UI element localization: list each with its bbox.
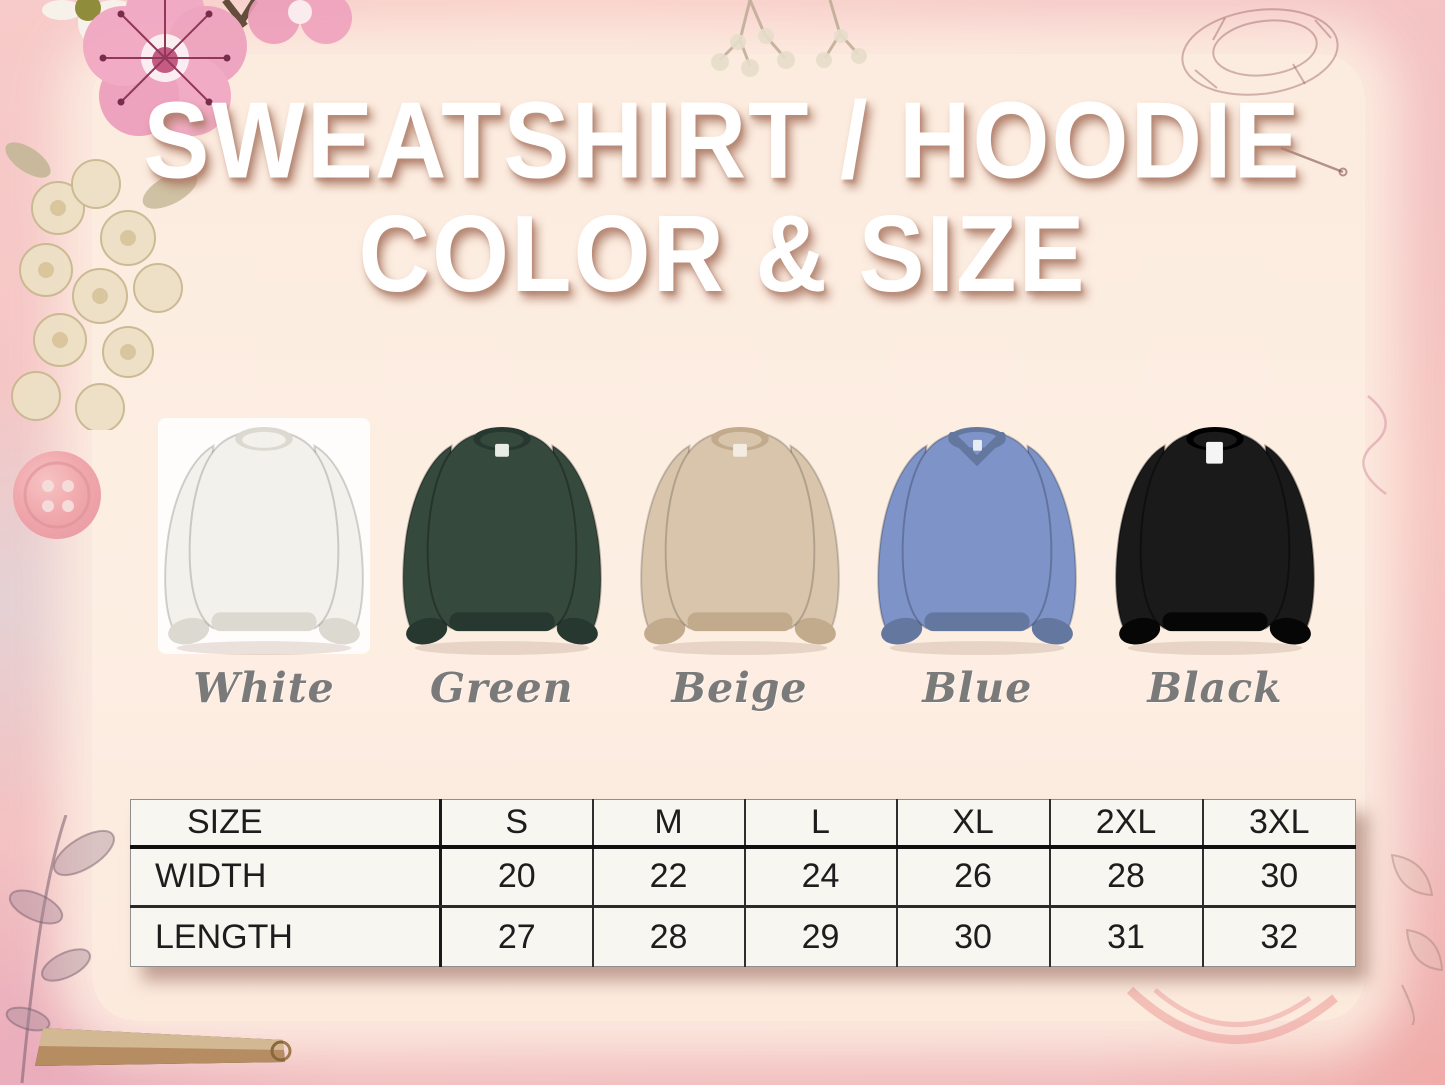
title-line-1: SWEATSHIRT / HOODIE xyxy=(143,78,1302,201)
width-l: 24 xyxy=(743,846,897,908)
color-label-green: Green xyxy=(429,664,574,712)
neck-tag xyxy=(1206,441,1223,464)
product-green: Green xyxy=(388,412,616,712)
page-title: SWEATSHIRT / HOODIE COLOR & SIZE xyxy=(0,78,1445,314)
blue-sweatshirt-image xyxy=(877,426,1078,655)
neck-tag xyxy=(973,439,983,451)
product-blue: Blue xyxy=(863,412,1091,712)
header-s: S xyxy=(439,799,593,849)
length-m: 28 xyxy=(591,906,745,967)
black-sweatshirt-image xyxy=(1115,426,1315,655)
neck-tag xyxy=(494,443,509,457)
width-2xl: 28 xyxy=(1048,846,1203,908)
length-row: LENGTH 27 28 29 30 31 32 xyxy=(131,906,1356,967)
neck-tag xyxy=(732,443,747,457)
color-options-row: White Green xyxy=(150,412,1329,712)
title-line-2: COLOR & SIZE xyxy=(358,191,1087,314)
size-chart-header-row: SIZE S M L XL 2XL 3XL xyxy=(130,799,1356,849)
length-2xl: 31 xyxy=(1048,906,1203,967)
header-l: L xyxy=(743,799,897,849)
width-m: 22 xyxy=(591,846,745,908)
beige-sweatshirt-image xyxy=(639,426,840,655)
header-2xl: 2XL xyxy=(1048,799,1203,849)
white-sweatshirt-image xyxy=(157,418,371,655)
header-3xl: 3XL xyxy=(1201,799,1356,849)
row-label-width: WIDTH xyxy=(130,846,441,908)
v-neck-band xyxy=(948,431,1006,467)
color-label-blue: Blue xyxy=(922,664,1033,712)
length-xl: 30 xyxy=(895,906,1050,967)
header-xl: XL xyxy=(895,799,1050,849)
size-chart-table: SIZE S M L XL 2XL 3XL WIDTH 20 22 24 26 … xyxy=(130,799,1356,967)
width-xl: 26 xyxy=(895,846,1050,908)
header-m: M xyxy=(591,799,745,849)
color-label-white: White xyxy=(193,664,335,712)
length-s: 27 xyxy=(439,906,593,967)
color-label-black: Black xyxy=(1147,664,1283,712)
product-white: White xyxy=(150,412,378,712)
header-size: SIZE xyxy=(130,799,441,849)
green-sweatshirt-image xyxy=(401,426,602,655)
length-3xl: 32 xyxy=(1201,906,1356,967)
width-row: WIDTH 20 22 24 26 28 30 xyxy=(130,846,1356,908)
width-3xl: 30 xyxy=(1201,846,1356,908)
length-l: 29 xyxy=(743,906,897,967)
row-label-length: LENGTH xyxy=(155,917,293,956)
leaf-sketch-decoration xyxy=(1390,853,1444,1025)
width-s: 20 xyxy=(439,846,593,908)
color-label-beige: Beige xyxy=(671,664,808,712)
button-decoration xyxy=(13,451,101,539)
product-beige: Beige xyxy=(626,412,854,712)
product-black: Black xyxy=(1101,412,1329,712)
